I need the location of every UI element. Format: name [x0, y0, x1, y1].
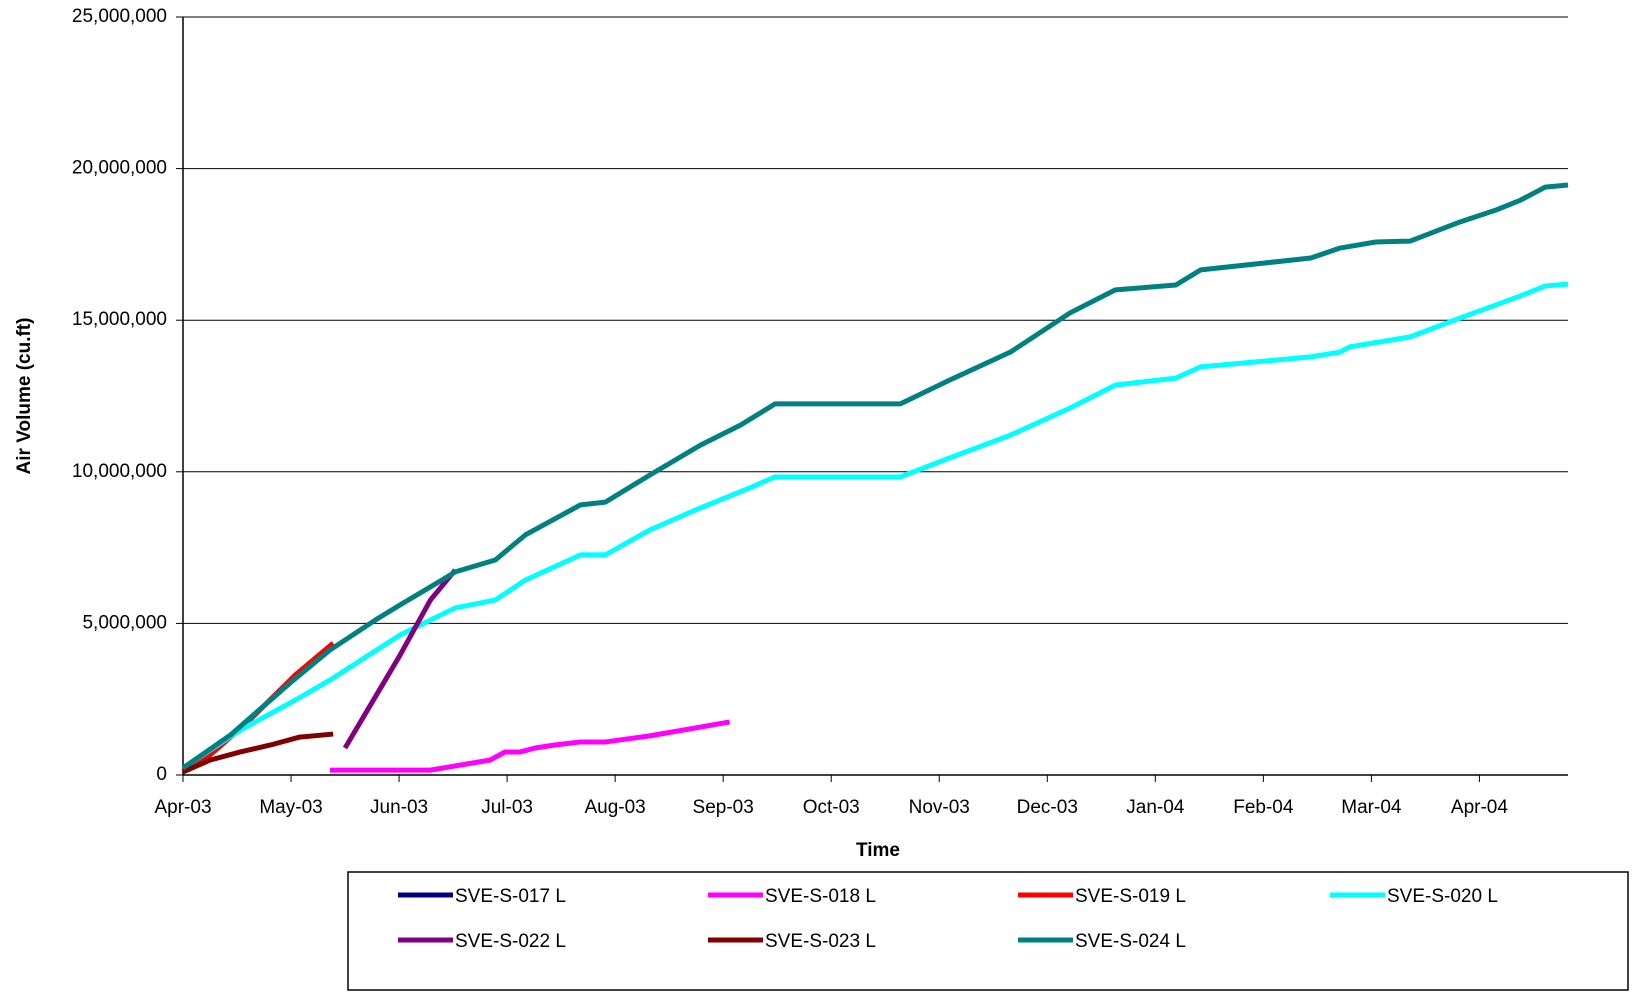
- legend-label: SVE-S-020 L: [1387, 886, 1498, 907]
- series-line: [329, 719, 731, 773]
- x-tick-label: May-03: [259, 797, 322, 818]
- x-tick-label: Apr-03: [154, 797, 211, 818]
- x-tick-label: Jan-04: [1126, 797, 1185, 818]
- x-tick-label: Aug-03: [584, 797, 645, 818]
- x-tick-label: Nov-03: [909, 797, 970, 818]
- x-tick-label: Sep-03: [693, 797, 754, 818]
- x-tick-label: Dec-03: [1017, 797, 1078, 818]
- y-tick-label: 0: [156, 764, 167, 785]
- legend-label: SVE-S-019 L: [1075, 886, 1186, 907]
- x-tick-label: Feb-04: [1233, 797, 1294, 818]
- y-tick-label: 25,000,000: [72, 6, 167, 27]
- x-tick-label: Apr-04: [1451, 797, 1508, 818]
- x-tick-label: Jun-03: [370, 797, 428, 818]
- y-tick-label: 10,000,000: [72, 461, 167, 482]
- legend-label: SVE-S-017 L: [455, 886, 566, 907]
- y-tick-label: 5,000,000: [82, 612, 167, 633]
- legend-label: SVE-S-018 L: [765, 886, 876, 907]
- x-tick-label: Jul-03: [481, 797, 533, 818]
- x-axis-title: Time: [856, 840, 900, 861]
- series-line: [181, 731, 334, 775]
- legend-label: SVE-S-023 L: [765, 931, 876, 952]
- series-line: [181, 182, 1569, 771]
- y-tick-label: 20,000,000: [72, 158, 167, 179]
- legend-box: [347, 871, 1629, 991]
- x-tick-label: Mar-04: [1341, 797, 1402, 818]
- legend-label: SVE-S-022 L: [455, 931, 566, 952]
- x-tick-label: Oct-03: [803, 797, 860, 818]
- series-line: [342, 568, 458, 750]
- y-tick-label: 15,000,000: [72, 309, 167, 330]
- series-line: [181, 281, 1569, 771]
- y-axis-title: Air Volume (cu.ft): [14, 318, 35, 475]
- legend-label: SVE-S-024 L: [1075, 931, 1186, 952]
